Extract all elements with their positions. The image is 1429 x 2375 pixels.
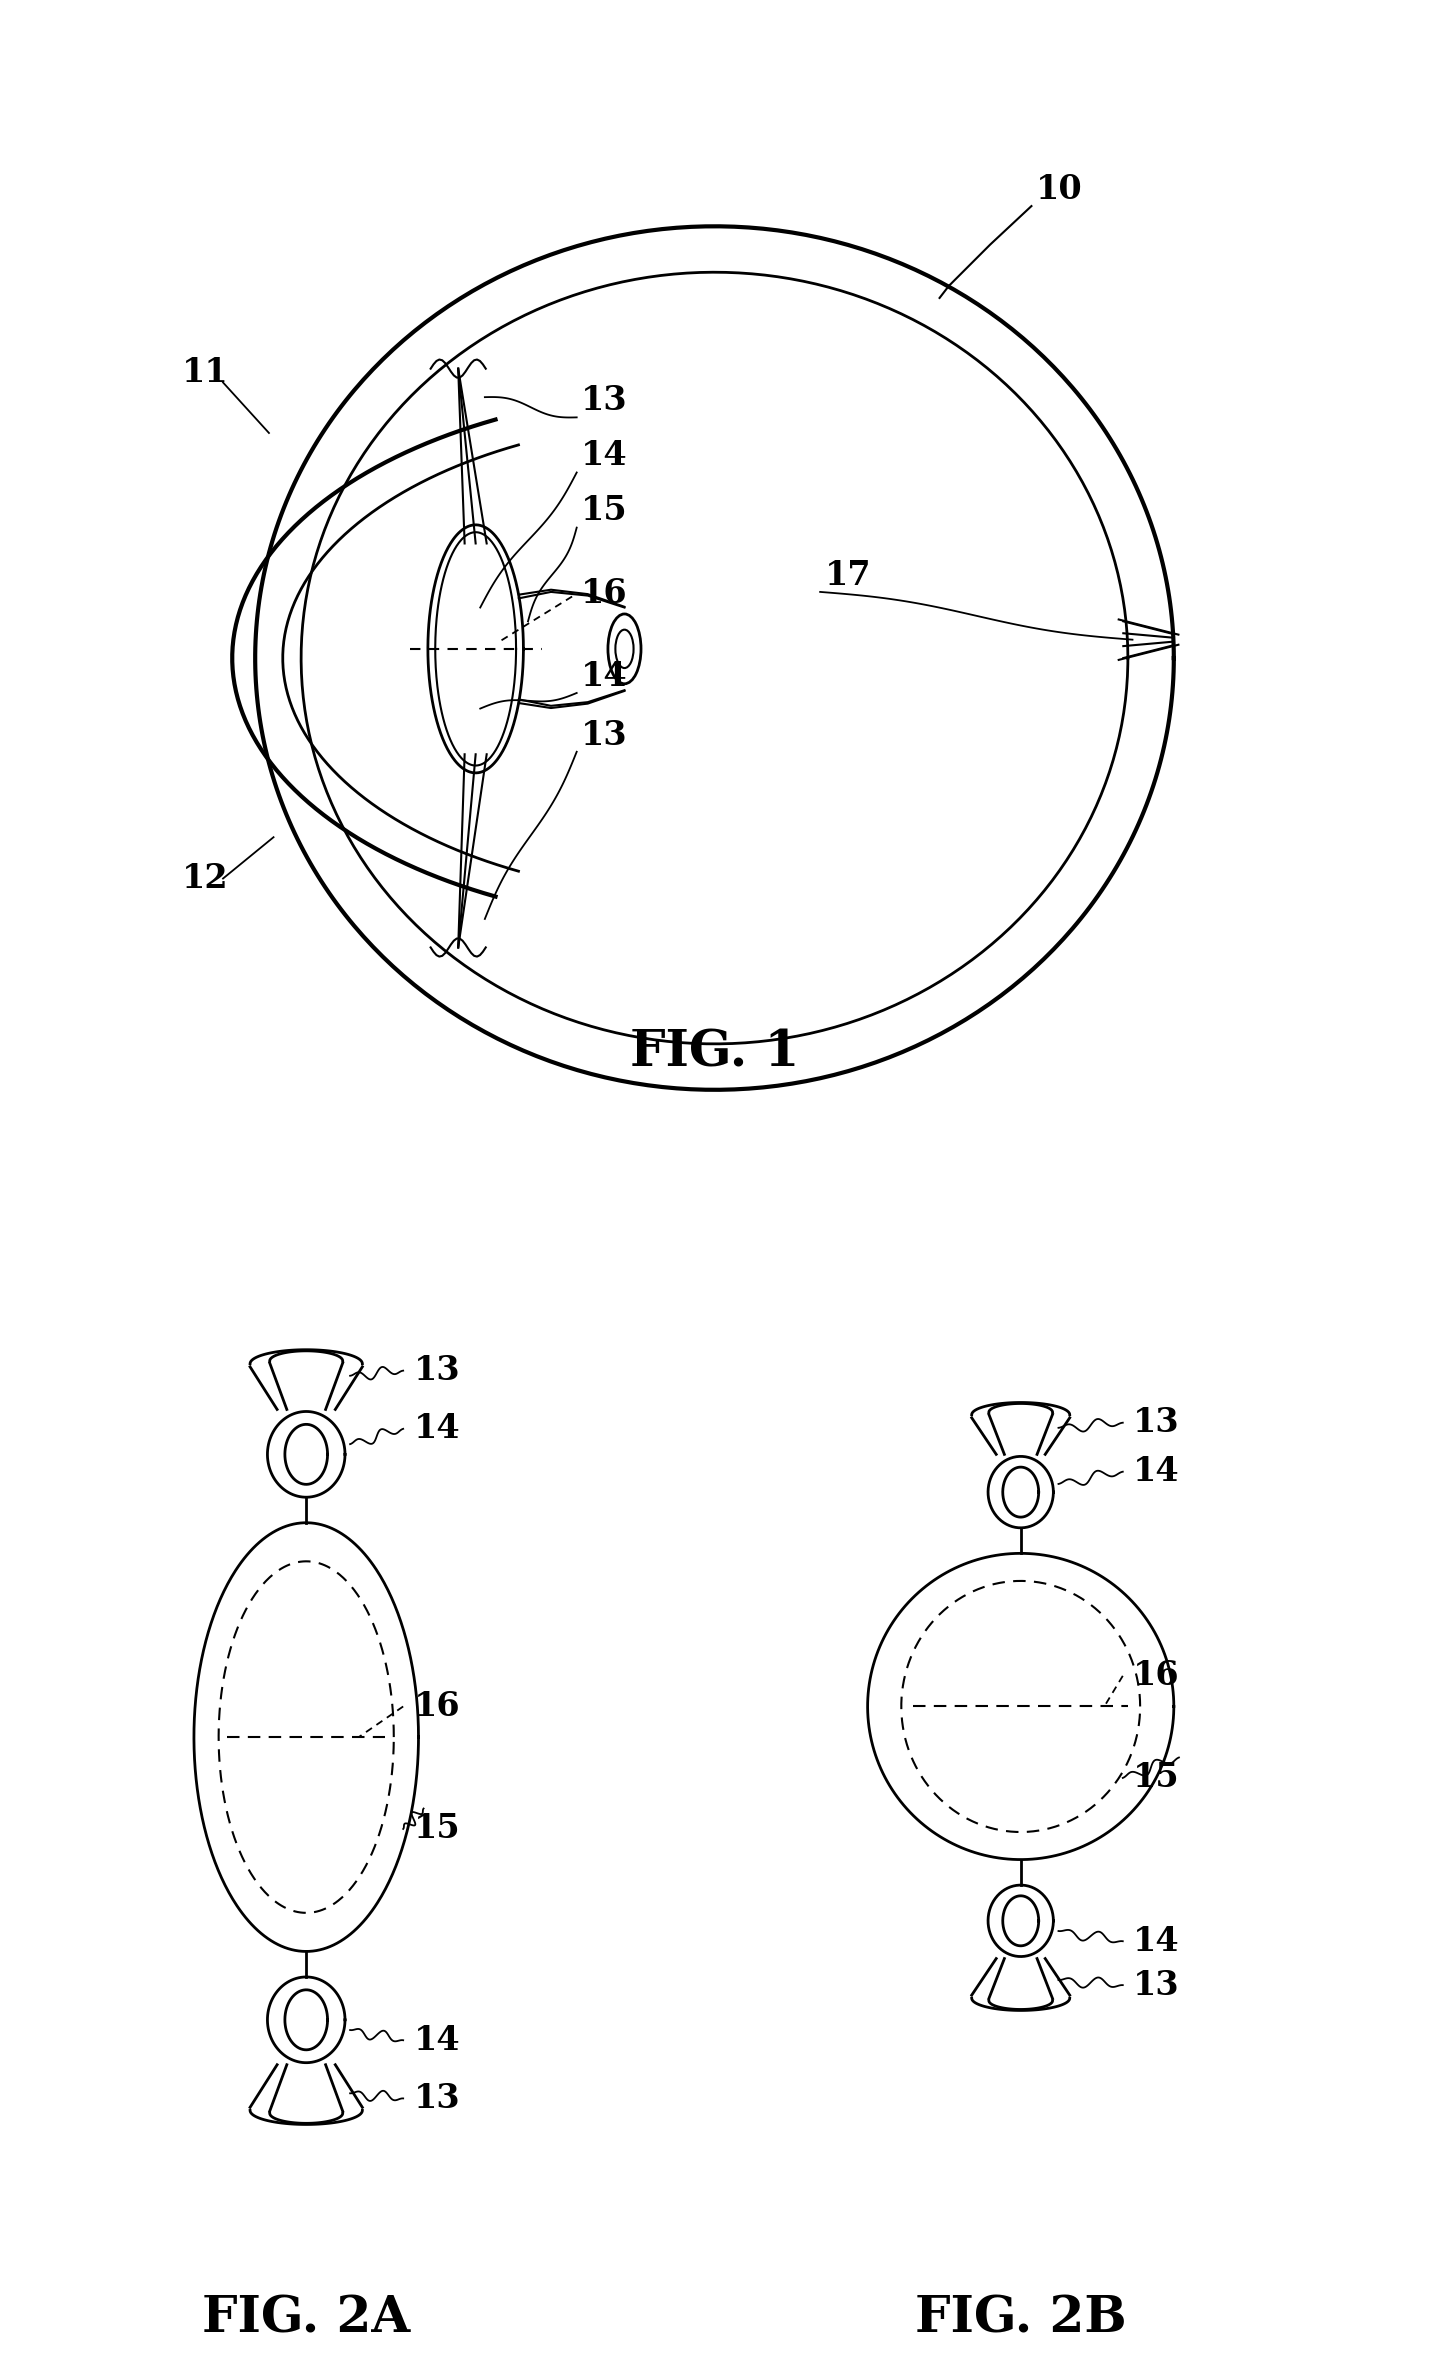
Text: 13: 13 (413, 2083, 460, 2114)
Text: FIG. 2B: FIG. 2B (915, 2294, 1126, 2344)
Text: 14: 14 (1133, 1456, 1179, 1489)
Text: 11: 11 (181, 356, 229, 390)
Text: 12: 12 (181, 862, 229, 895)
Text: 15: 15 (582, 494, 627, 527)
Text: FIG. 1: FIG. 1 (630, 1028, 799, 1078)
Text: 14: 14 (582, 660, 627, 694)
Text: 16: 16 (1133, 1660, 1179, 1693)
Text: 13: 13 (582, 720, 627, 753)
Text: 10: 10 (1036, 173, 1083, 207)
Text: 14: 14 (1133, 1924, 1179, 1957)
Text: FIG. 2A: FIG. 2A (201, 2294, 410, 2344)
Text: 13: 13 (1133, 1969, 1179, 2002)
Text: 14: 14 (413, 2024, 460, 2057)
Text: 13: 13 (413, 1354, 460, 1387)
Text: 14: 14 (582, 439, 627, 473)
Text: 15: 15 (1133, 1762, 1179, 1796)
Text: 16: 16 (413, 1691, 460, 1722)
Text: 17: 17 (825, 558, 872, 591)
Text: 14: 14 (413, 1413, 460, 1446)
Text: 13: 13 (582, 385, 627, 418)
Text: 13: 13 (1133, 1406, 1179, 1439)
Text: 16: 16 (582, 577, 627, 610)
Text: 15: 15 (413, 1812, 460, 1845)
Ellipse shape (607, 615, 642, 684)
